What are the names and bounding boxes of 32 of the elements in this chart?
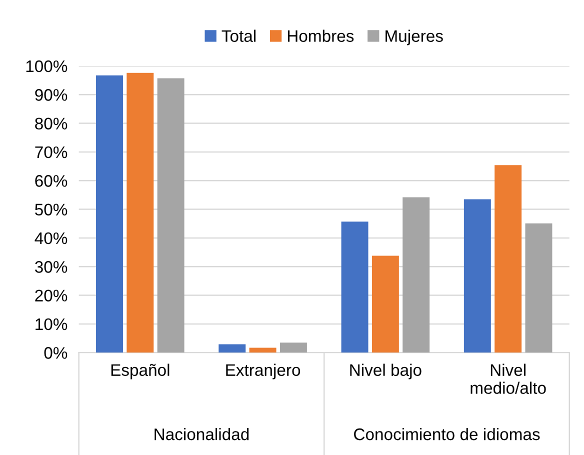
x-tick-label: Extranjero (226, 364, 300, 380)
y-tick-label: 50% (35, 204, 68, 216)
bar (341, 222, 368, 353)
x-tick-label: Nivel bajo (350, 364, 422, 380)
y-tick-label: 30% (35, 261, 68, 273)
bar (96, 75, 123, 353)
y-tick-label: 20% (35, 290, 68, 302)
legend-label: Mujeres (386, 30, 443, 46)
bar (280, 342, 307, 353)
y-tick-label: 0% (44, 347, 68, 359)
text: Nacionalidad (154, 428, 249, 440)
y-tick-label: 80% (35, 118, 68, 130)
legend-label: Total (222, 30, 256, 42)
bar (218, 344, 246, 353)
legend-label: Hombres (288, 30, 354, 42)
bar (525, 223, 552, 353)
x-tick-label: Nivel medio/alto (470, 364, 546, 394)
y-tick-label: 60% (35, 175, 68, 187)
y-tick-label: 70% (35, 146, 68, 158)
y-tick-label: 40% (34, 232, 68, 244)
bar (157, 78, 184, 353)
bar (126, 72, 154, 353)
bar (372, 256, 399, 353)
bar (464, 199, 491, 353)
y-tick-label: 10% (36, 318, 68, 330)
text: Conocimiento de idiomas (354, 428, 540, 440)
y-tick-label: 90% (35, 89, 68, 101)
bar (249, 348, 276, 353)
y-tick-label: 100% (26, 60, 68, 72)
bar (494, 165, 522, 353)
bar (402, 197, 430, 353)
x-tick-label: Español (111, 364, 170, 380)
